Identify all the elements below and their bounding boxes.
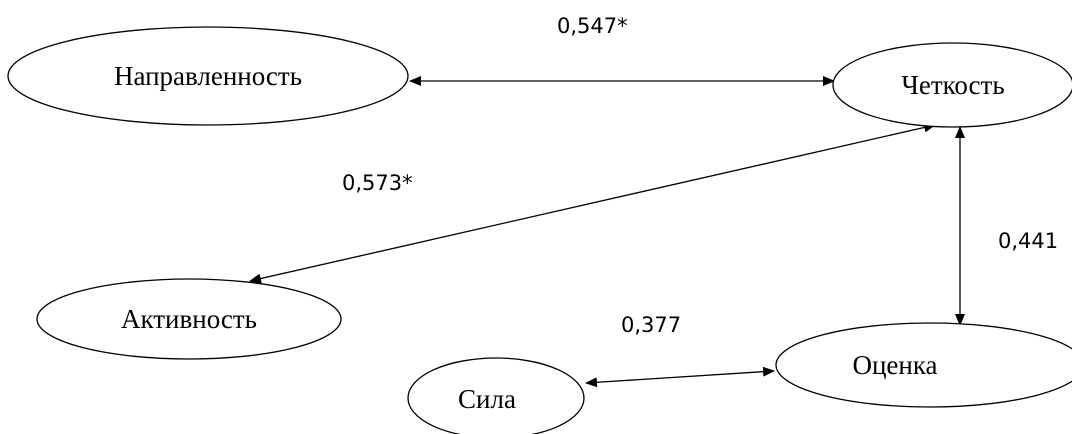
edge-label-chetkost-aktivnost: 0,573* xyxy=(342,171,413,195)
node-ellipse xyxy=(36,278,342,360)
node-napravlennost: Направленность xyxy=(7,26,409,126)
node-ellipse xyxy=(407,357,585,434)
node-ellipse xyxy=(775,322,1072,408)
node-sila: Сила xyxy=(407,357,585,434)
edge-sila-otsenka xyxy=(585,366,775,388)
node-label: Оценка xyxy=(852,350,937,380)
node-otsenka: Оценка xyxy=(775,322,1072,408)
edge-chetkost-aktivnost xyxy=(249,122,936,284)
edge-line xyxy=(585,366,775,388)
edge-line xyxy=(249,122,936,284)
node-ellipse xyxy=(7,26,409,126)
node-label: Направленность xyxy=(114,61,302,91)
node-label: Сила xyxy=(458,384,516,414)
node-label: Четкость xyxy=(901,70,1004,100)
node-label: Активность xyxy=(121,304,257,334)
edge-label-napravlennost-chetkost: 0,547* xyxy=(557,14,628,38)
node-chetkost: Четкость xyxy=(832,42,1072,128)
edge-label-sila-otsenka: 0,377 xyxy=(621,313,681,337)
node-ellipse xyxy=(832,42,1072,128)
edge-label-chetkost-otsenka: 0,441 xyxy=(998,229,1058,253)
node-aktivnost: Активность xyxy=(36,278,342,360)
